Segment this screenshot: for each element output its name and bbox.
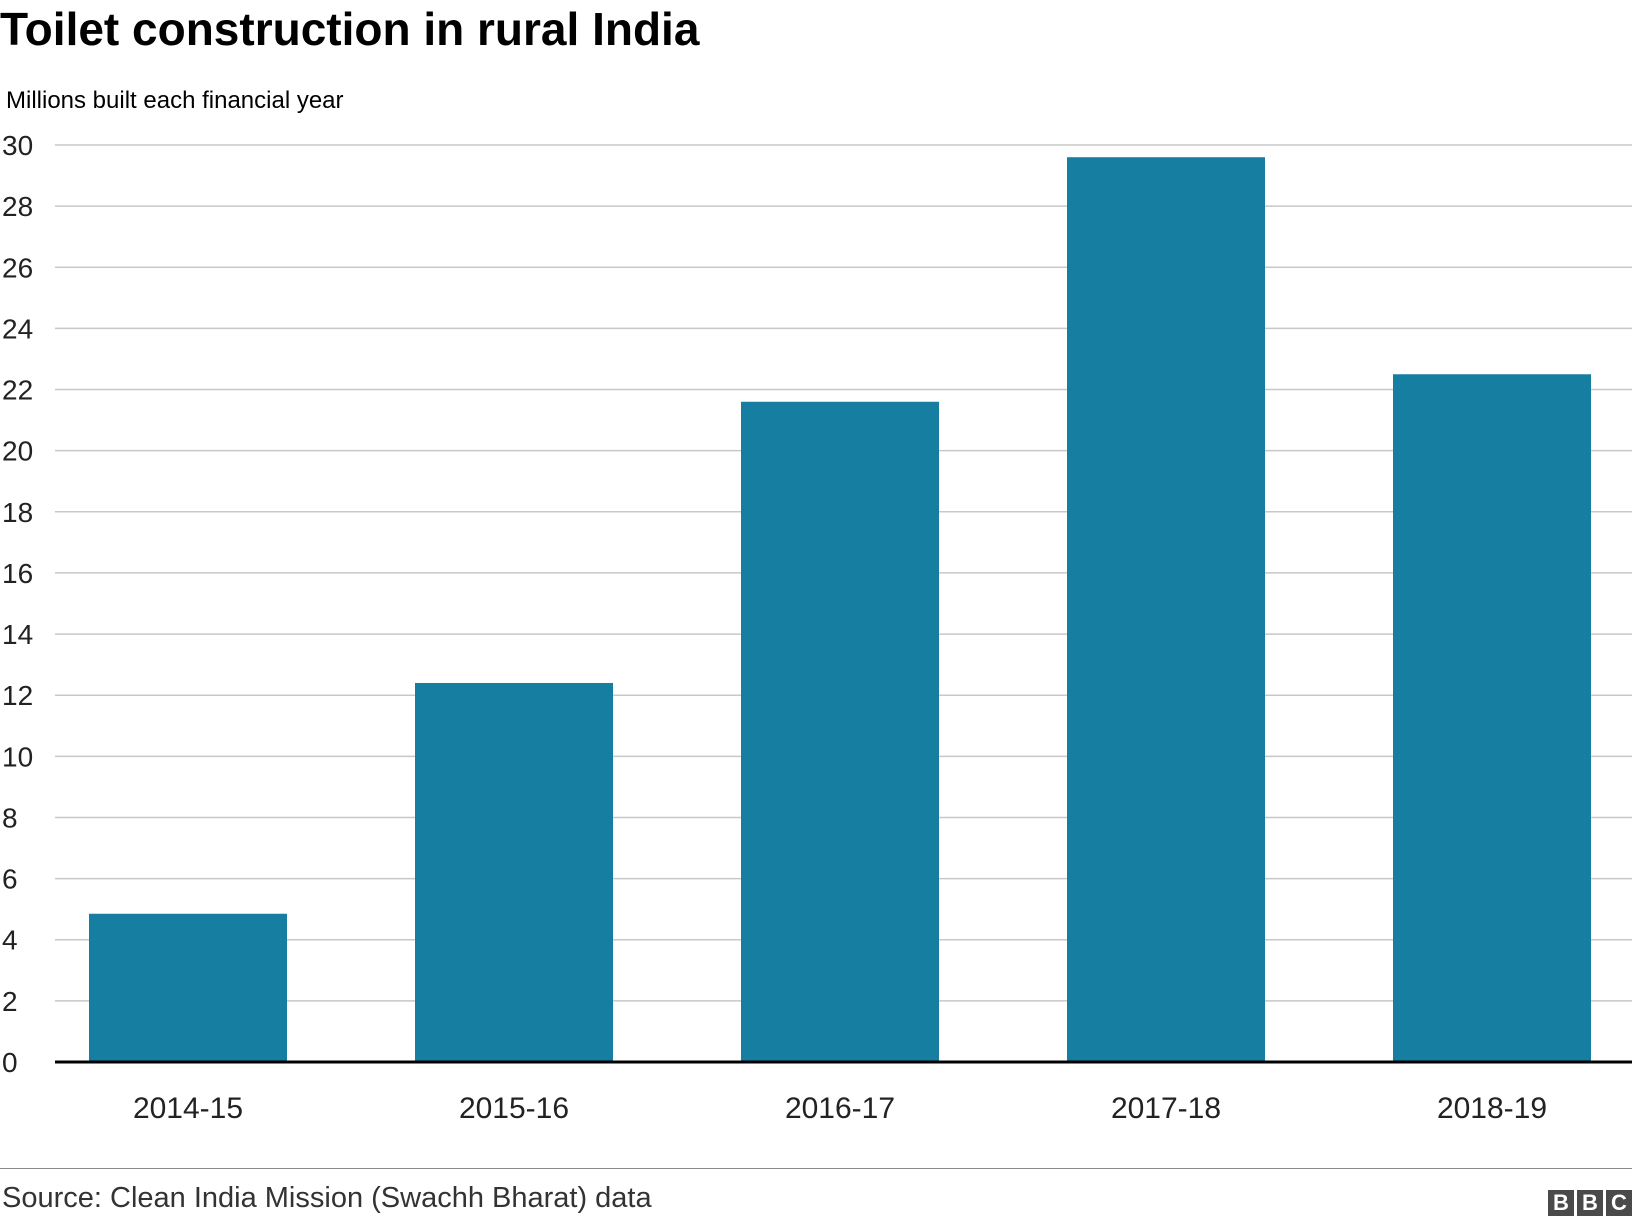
bbc-logo: B B C: [1548, 1190, 1632, 1216]
y-tick-label: 22: [2, 375, 33, 406]
y-tick-label: 12: [2, 680, 33, 711]
y-tick-label: 2: [2, 986, 18, 1017]
source-note: Source: Clean India Mission (Swachh Bhar…: [2, 1182, 652, 1214]
logo-letter: C: [1606, 1190, 1632, 1216]
bar: [1393, 374, 1591, 1062]
footer-divider: [0, 1168, 1632, 1169]
y-tick-label: 30: [2, 130, 33, 161]
y-tick-label: 24: [2, 313, 33, 344]
x-tick-label: 2015-16: [459, 1092, 569, 1125]
y-tick-label: 6: [2, 864, 18, 895]
y-tick-label: 0: [2, 1047, 18, 1078]
chart-subtitle: Millions built each financial year: [6, 87, 344, 114]
y-tick-label: 4: [2, 925, 18, 956]
y-tick-label: 18: [2, 497, 33, 528]
y-tick-label: 14: [2, 619, 33, 650]
x-tick-label: 2016-17: [785, 1092, 895, 1125]
y-tick-label: 26: [2, 252, 33, 283]
bar: [1067, 157, 1265, 1062]
bar: [741, 401, 939, 1062]
chart-title: Toilet construction in rural India: [0, 3, 700, 55]
bar: [89, 913, 287, 1062]
y-tick-label: 16: [2, 558, 33, 589]
bar: [415, 682, 613, 1062]
y-tick-label: 20: [2, 436, 33, 467]
logo-letter: B: [1577, 1190, 1603, 1216]
logo-letter: B: [1548, 1190, 1574, 1216]
y-tick-label: 8: [2, 802, 18, 833]
y-tick-label: 10: [2, 741, 33, 772]
x-tick-label: 2017-18: [1111, 1092, 1221, 1125]
x-tick-label: 2014-15: [133, 1092, 243, 1125]
y-tick-label: 28: [2, 191, 33, 222]
x-tick-label: 2018-19: [1437, 1092, 1547, 1125]
